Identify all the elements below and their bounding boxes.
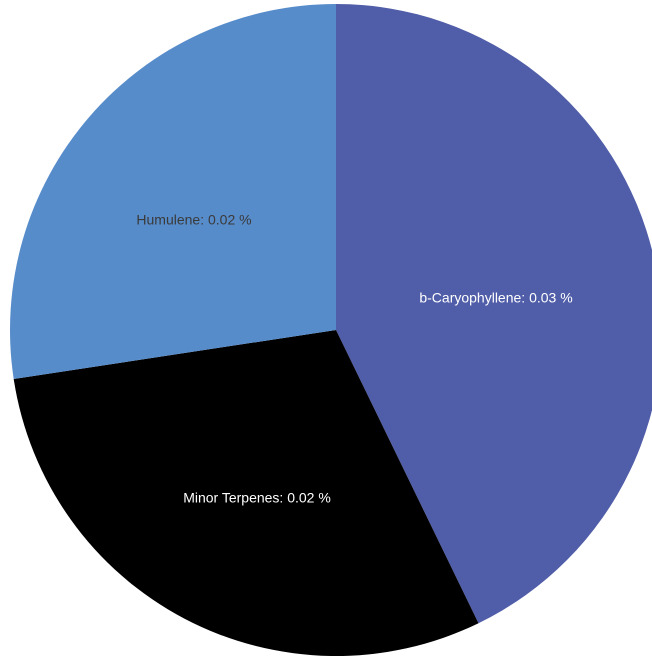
slice-label-b-caryophyllene: b-Caryophyllene: 0.03 % [419,290,572,306]
pie-slices [9,4,652,656]
pie-slice-humulene [9,4,336,379]
slice-label-humulene: Humulene: 0.02 % [136,212,251,228]
pie-labels: b-Caryophyllene: 0.03 % Minor Terpenes: 0… [136,212,572,506]
slice-label-minor-terpenes: Minor Terpenes: 0.02 % [183,490,331,506]
pie-slice-minor-terpenes [13,330,479,656]
pie-slice-b-caryophyllene [336,4,652,624]
